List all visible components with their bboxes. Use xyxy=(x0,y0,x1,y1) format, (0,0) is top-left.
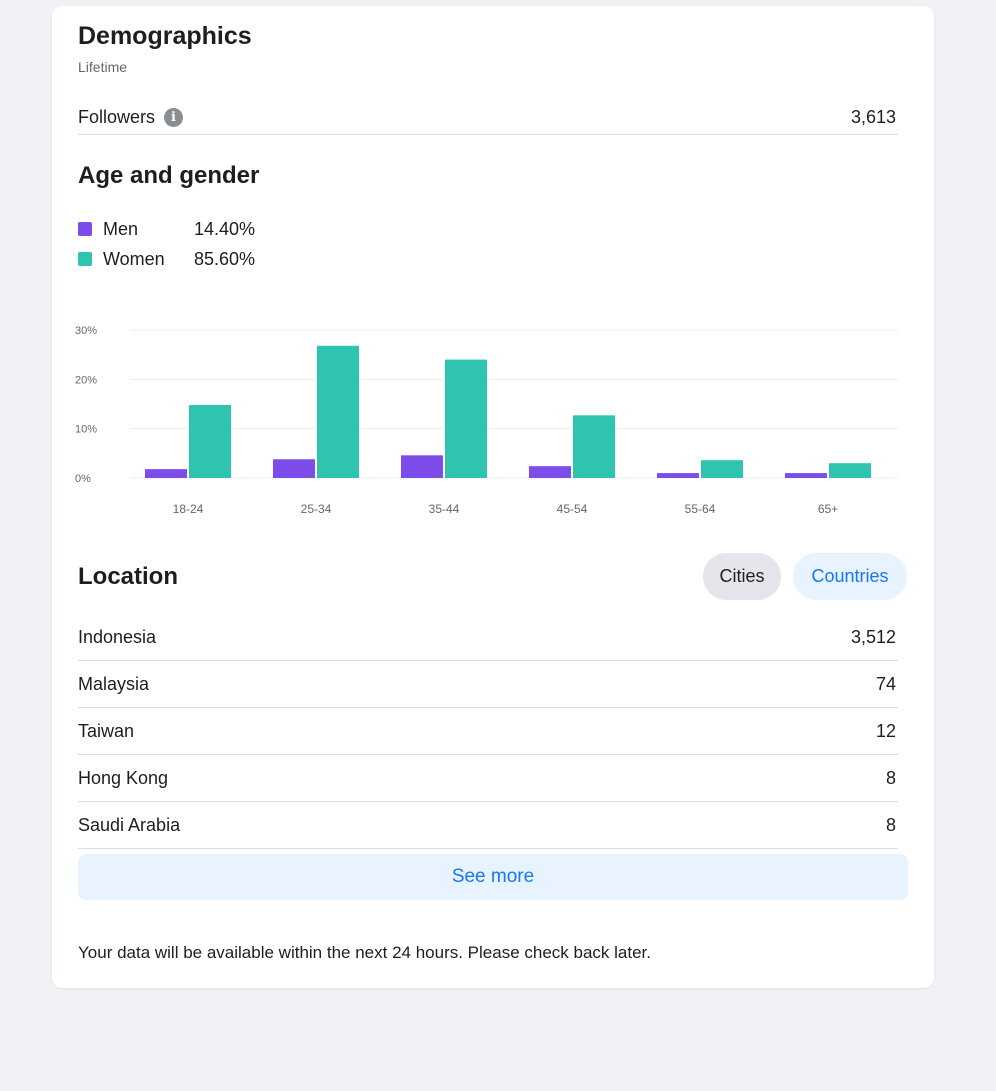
list-item: Taiwan 12 xyxy=(78,708,898,755)
followers-label-group: Followers i xyxy=(78,106,184,128)
bar-women xyxy=(445,359,487,478)
legend-value-women: 85.60% xyxy=(194,248,256,269)
bar-men xyxy=(401,455,443,478)
legend-item-women: Women 85.60% xyxy=(78,244,255,274)
location-value: 8 xyxy=(885,767,896,788)
y-tick-label: 30% xyxy=(75,325,97,337)
bar-women xyxy=(701,460,743,478)
followers-value: 3,613 xyxy=(850,106,896,127)
age-gender-bar-chart: 0% 10% 20% 30% 18-24 25-34 35-44 45-54 55-64 65+ xyxy=(75,325,898,516)
location-name: Saudi Arabia xyxy=(78,814,181,835)
legend-item-men: Men 14.40% xyxy=(78,214,255,244)
x-tick-label: 55-64 xyxy=(685,502,716,516)
location-list: Indonesia 3,512 Malaysia 74 Taiwan 12 Ho… xyxy=(78,614,898,849)
location-name: Taiwan xyxy=(78,720,135,741)
info-icon[interactable]: i xyxy=(164,107,184,127)
page-title: Demographics xyxy=(78,22,252,50)
followers-row: Followers i 3,613 xyxy=(78,100,898,135)
y-tick-label: 0% xyxy=(75,473,91,485)
followers-label: Followers xyxy=(78,106,156,127)
bar-women xyxy=(317,345,359,478)
x-tick-label: 45-54 xyxy=(557,502,588,516)
age-gender-title: Age and gender xyxy=(78,162,260,189)
chart-legend: Men 14.40% Women 85.60% xyxy=(78,214,255,274)
location-value: 12 xyxy=(875,720,896,741)
bar-men xyxy=(785,473,827,478)
list-item: Malaysia 74 xyxy=(78,661,898,708)
x-tick-label: 65+ xyxy=(818,502,838,516)
legend-swatch-women xyxy=(78,252,92,266)
y-tick-label: 20% xyxy=(75,374,97,386)
list-item: Hong Kong 8 xyxy=(78,755,898,802)
y-tick-label: 10% xyxy=(75,424,97,436)
list-item: Saudi Arabia 8 xyxy=(78,802,898,849)
period-label: Lifetime xyxy=(78,59,128,75)
bar-men xyxy=(529,466,571,478)
bar-men xyxy=(273,459,315,478)
location-title: Location xyxy=(78,563,178,590)
bar-women xyxy=(829,463,871,478)
bar-women xyxy=(189,404,231,478)
location-value: 3,512 xyxy=(850,626,896,647)
location-name: Hong Kong xyxy=(78,767,169,788)
location-value: 74 xyxy=(875,673,896,694)
cities-tab[interactable]: Cities xyxy=(703,553,781,600)
location-name: Malaysia xyxy=(78,673,150,694)
bar-men xyxy=(145,469,187,478)
legend-label-women: Women xyxy=(103,248,165,269)
list-item: Indonesia 3,512 xyxy=(78,614,898,661)
x-tick-label: 18-24 xyxy=(173,502,204,516)
legend-swatch-men xyxy=(78,222,92,236)
countries-tab[interactable]: Countries xyxy=(793,553,907,600)
location-name: Indonesia xyxy=(78,626,157,647)
location-value: 8 xyxy=(885,814,896,835)
see-more-button[interactable]: See more xyxy=(78,854,908,900)
bar-women xyxy=(573,415,615,478)
legend-label-men: Men xyxy=(103,218,139,239)
x-tick-label: 35-44 xyxy=(429,502,460,516)
data-availability-note: Your data will be available within the n… xyxy=(78,943,651,962)
legend-value-men: 14.40% xyxy=(194,218,256,239)
bar-men xyxy=(657,473,699,478)
x-tick-label: 25-34 xyxy=(301,502,332,516)
demographics-card: Demographics Lifetime Followers i 3,613 … xyxy=(52,6,934,988)
